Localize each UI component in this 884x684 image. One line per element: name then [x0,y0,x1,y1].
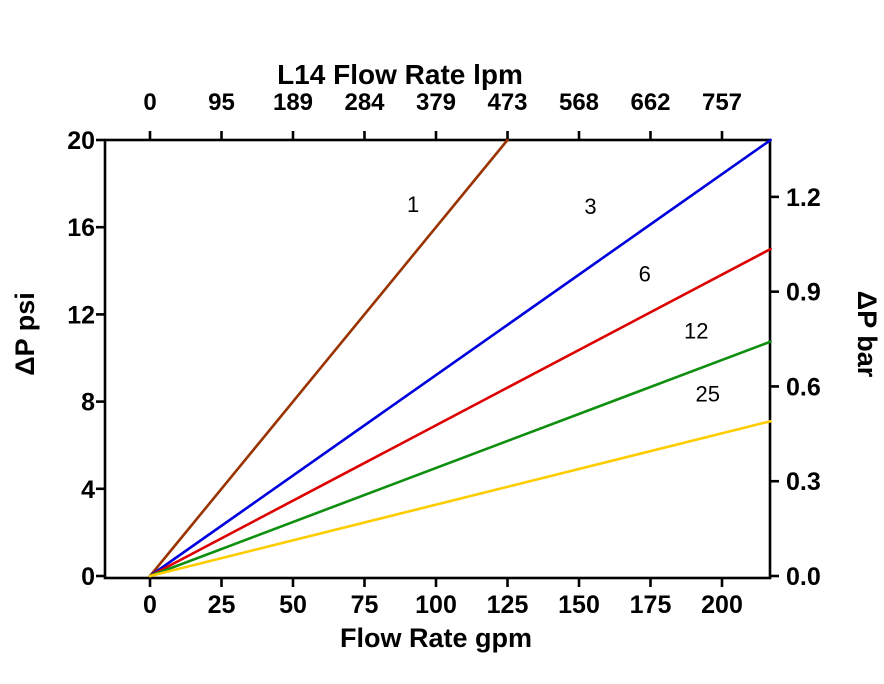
y-axis-title: ΔP psi [10,292,40,375]
top-axis-tick-label: 662 [630,89,670,116]
series-label-25: 25 [695,382,719,407]
x-axis-title: Flow Rate gpm [340,623,532,653]
series-label-12: 12 [684,318,708,343]
series-label-3: 3 [584,194,596,219]
top-axis-tick-label: 379 [416,89,456,116]
x-axis-tick-label: 200 [701,591,743,619]
top-axis-tick-label: 95 [208,89,235,116]
x-axis-tick-label: 0 [143,591,157,619]
series-line-3 [148,138,772,578]
top-axis-tick-label: 284 [344,89,385,116]
series-label-6: 6 [639,262,651,287]
plot-border [103,138,772,580]
series-line-6 [148,247,772,578]
right-axis-tick-label: 0.0 [786,563,821,591]
top-axis-title: L14 Flow Rate lpm [277,59,523,90]
top-axis-tick-label: 757 [702,89,742,116]
x-axis-tick-label: 25 [208,591,236,619]
top-axis-tick-label: 568 [559,89,599,116]
y-axis-tick-label: 0 [81,563,95,591]
right-axis-tick-label: 0.3 [786,468,821,496]
y-axis-tick-label: 4 [81,476,95,504]
series-label-1: 1 [407,192,419,217]
x-axis-tick-label: 100 [415,591,457,619]
top-axis-tick-label: 189 [273,89,313,116]
y-axis-tick-label: 12 [67,301,95,329]
y-axis-tick-label: 20 [67,127,95,155]
series-line-12 [148,340,772,578]
x-axis-tick-label: 50 [279,591,307,619]
y-axis-tick-label: 16 [67,214,95,242]
x-axis-tick-label: 175 [630,591,672,619]
top-axis-tick-label: 0 [143,89,156,116]
right-axis-tick-label: 0.6 [786,373,821,401]
x-axis-tick-label: 150 [558,591,600,619]
right-axis-tick-label: 0.9 [786,279,821,307]
top-axis-tick-label: 473 [487,89,527,116]
series-line-25 [148,419,772,578]
series-line-1 [148,138,509,578]
right-axis-title: ΔP bar [852,291,882,378]
y-axis-tick-label: 8 [81,389,95,417]
right-axis-tick-label: 1.2 [786,184,821,212]
x-axis-tick-label: 125 [487,591,529,619]
x-axis-tick-label: 75 [351,591,379,619]
